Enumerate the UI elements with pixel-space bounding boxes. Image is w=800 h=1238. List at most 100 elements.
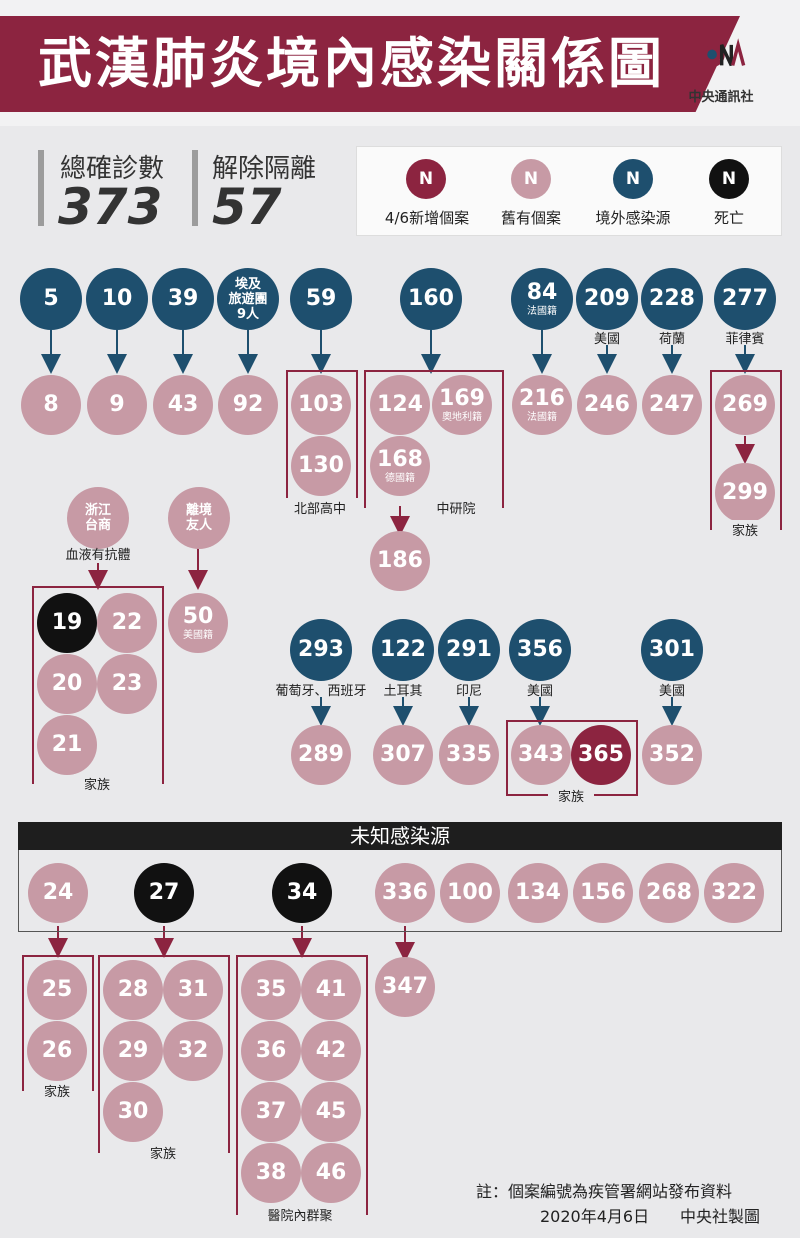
case-37: 37 xyxy=(241,1082,301,1142)
case-92: 92 xyxy=(218,375,278,435)
source-122: 122 xyxy=(372,619,434,681)
source-277-caption: 菲律賓 xyxy=(725,332,765,347)
confirmed-label: 總確診數 xyxy=(60,154,165,184)
source-277: 277 xyxy=(714,268,776,330)
source-59: 59 xyxy=(290,268,352,330)
page-title: 武漢肺炎境內感染關係圖 xyxy=(38,32,665,95)
logo-text: 中央通訊社 xyxy=(688,90,754,105)
cna-logo-icon xyxy=(699,38,746,68)
source-209: 209 xyxy=(576,268,638,330)
family-label-24: 家族 xyxy=(34,1081,80,1100)
case-347: 347 xyxy=(375,957,435,1017)
case-100: 100 xyxy=(440,863,500,923)
source-5: 5 xyxy=(20,268,82,330)
hospital-label: 醫院內群聚 xyxy=(262,1205,338,1224)
case-29: 29 xyxy=(103,1021,163,1081)
case-23: 23 xyxy=(97,654,157,714)
case-186: 186 xyxy=(370,531,430,591)
released-value: 57 xyxy=(212,178,282,236)
case-216: 216 法國籍 xyxy=(512,375,572,435)
family-label-27: 家族 xyxy=(140,1143,186,1162)
source-84: 84 法國籍 xyxy=(511,268,573,330)
case-50: 50 美國籍 xyxy=(168,593,228,653)
family-label-343: 家族 xyxy=(548,786,594,805)
case-35: 35 xyxy=(241,960,301,1020)
case-289: 289 xyxy=(291,725,351,785)
case-335: 335 xyxy=(439,725,499,785)
case-169: 169 奧地利籍 xyxy=(432,375,492,435)
case-269: 269 xyxy=(715,375,775,435)
footer-date: 2020年4月6日 xyxy=(540,1207,650,1226)
title-banner xyxy=(0,16,740,112)
case-34: 34 xyxy=(272,863,332,923)
source-228-caption: 荷蘭 xyxy=(658,332,685,347)
legend-old-label: 舊有個案 xyxy=(500,209,561,227)
case-28: 28 xyxy=(103,960,163,1020)
case-365: 365 xyxy=(571,725,631,785)
legend-imported-dot: N xyxy=(613,159,653,199)
case-38: 38 xyxy=(241,1143,301,1203)
source-122-caption: 土耳其 xyxy=(383,684,423,699)
source-291: 291 xyxy=(438,619,500,681)
case-307: 307 xyxy=(373,725,433,785)
legend-death-label: 死亡 xyxy=(713,209,744,227)
north-high-label: 北部高中 xyxy=(280,498,360,517)
source-zhejiang: 浙江 台商 xyxy=(67,487,129,549)
legend: N 4/6新增個案 N 舊有個案 N 境外感染源 N 死亡 xyxy=(356,146,782,236)
family-bracket-269 xyxy=(710,370,782,530)
case-27: 27 xyxy=(134,863,194,923)
footer-credit: 中央社製圖 xyxy=(680,1207,761,1226)
case-124: 124 xyxy=(370,375,430,435)
legend-new-label: 4/6新增個案 xyxy=(384,209,470,227)
footer-note: 註：個案編號為疾管署網站發布資料 xyxy=(476,1182,733,1201)
case-26: 26 xyxy=(27,1021,87,1081)
academia-bracket xyxy=(364,370,504,508)
released-label: 解除隔離 xyxy=(212,154,317,184)
case-19: 19 xyxy=(37,593,97,653)
source-friend: 離境 友人 xyxy=(168,487,230,549)
case-322: 322 xyxy=(704,863,764,923)
case-22: 22 xyxy=(97,593,157,653)
source-301: 301 xyxy=(641,619,703,681)
hospital-bracket xyxy=(236,955,368,1215)
north-high-bracket xyxy=(286,370,358,508)
stat-bar xyxy=(192,150,198,226)
case-42: 42 xyxy=(301,1021,361,1081)
case-32: 32 xyxy=(163,1021,223,1081)
case-41: 41 xyxy=(301,960,361,1020)
legend-death-dot: N xyxy=(709,159,749,199)
case-46: 46 xyxy=(301,1143,361,1203)
legend-old-dot: N xyxy=(511,159,551,199)
academia-label: 中研院 xyxy=(426,498,486,517)
case-31: 31 xyxy=(163,960,223,1020)
source-228: 228 xyxy=(641,268,703,330)
case-20: 20 xyxy=(37,654,97,714)
case-36: 36 xyxy=(241,1021,301,1081)
family-label-269: 家族 xyxy=(722,520,768,539)
case-268: 268 xyxy=(639,863,699,923)
family-label-19: 家族 xyxy=(74,774,120,793)
case-25: 25 xyxy=(27,960,87,1020)
case-168: 168 德國籍 xyxy=(370,436,430,496)
case-343: 343 xyxy=(511,725,571,785)
source-39: 39 xyxy=(152,268,214,330)
stat-bar xyxy=(38,150,44,226)
case-352: 352 xyxy=(642,725,702,785)
case-156: 156 xyxy=(573,863,633,923)
source-209-caption: 美國 xyxy=(593,332,620,347)
source-356-caption: 美國 xyxy=(526,684,553,699)
case-336: 336 xyxy=(375,863,435,923)
case-130: 130 xyxy=(291,436,351,496)
family-bracket-19 xyxy=(32,586,164,784)
source-10: 10 xyxy=(86,268,148,330)
source-293-caption: 葡萄牙、西班牙 xyxy=(275,684,367,699)
source-293: 293 xyxy=(290,619,352,681)
case-134: 134 xyxy=(508,863,568,923)
case-30: 30 xyxy=(103,1082,163,1142)
case-247: 247 xyxy=(642,375,702,435)
case-8: 8 xyxy=(21,375,81,435)
case-45: 45 xyxy=(301,1082,361,1142)
source-egypt-tour: 埃及 旅遊團 9人 xyxy=(217,268,279,330)
family-bracket-24 xyxy=(22,955,94,1091)
